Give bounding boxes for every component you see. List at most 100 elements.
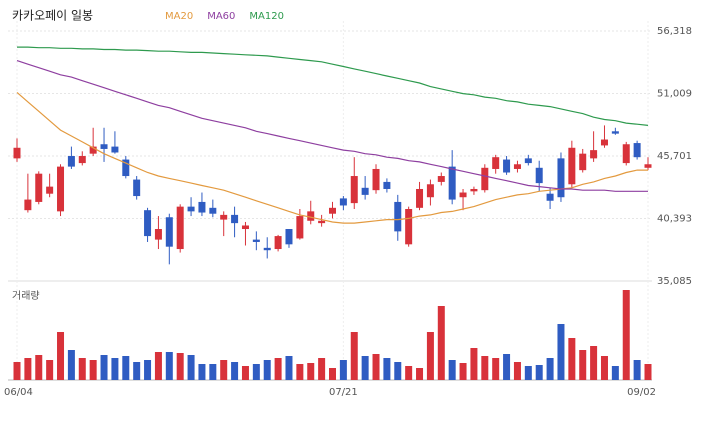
candle-body <box>67 156 75 167</box>
candle-body <box>535 167 543 184</box>
y-tick-label: 51,009 <box>657 89 692 100</box>
volume-bar <box>535 365 543 380</box>
ma-line <box>16 60 648 192</box>
candle-body <box>383 181 391 189</box>
candle-body <box>318 220 326 224</box>
volume-bar <box>459 363 467 380</box>
candle-body <box>89 146 97 154</box>
candle-body <box>307 211 315 221</box>
volume-bar <box>154 352 162 380</box>
candle-body <box>470 188 478 192</box>
candle-body <box>361 187 369 195</box>
volume-bar <box>285 356 293 380</box>
volume-bar <box>405 366 413 380</box>
candle-body <box>220 214 228 220</box>
candle-body <box>329 207 336 214</box>
candle-body <box>579 153 587 171</box>
candle-body <box>46 186 54 194</box>
candle-body <box>198 201 206 213</box>
candle-body <box>274 236 282 250</box>
candle-body <box>154 229 162 240</box>
volume-bar <box>187 355 195 380</box>
volume-bar <box>350 332 358 380</box>
volume-bar <box>590 346 598 380</box>
volume-bar <box>426 332 434 380</box>
volume-bar <box>263 360 271 380</box>
volume-bar <box>274 358 282 380</box>
legend-entry: MA60 <box>207 11 235 22</box>
x-tick-label: 07/21 <box>329 387 358 398</box>
volume-bar <box>209 364 217 380</box>
candle-body <box>252 239 260 242</box>
volume-bar <box>329 368 336 380</box>
volume-bar <box>35 355 43 380</box>
candle-body <box>633 143 641 158</box>
candle-body <box>513 164 521 169</box>
volume-bar <box>122 356 130 380</box>
candle-body <box>187 206 195 212</box>
candle-body <box>100 144 108 149</box>
candle-body <box>285 229 293 245</box>
volume-bar <box>144 360 152 380</box>
candle-body <box>241 225 249 230</box>
y-tick-label: 40,393 <box>657 214 692 225</box>
legend-entry: MA120 <box>249 11 284 22</box>
candle-body <box>296 216 304 239</box>
volume-bar <box>111 358 119 380</box>
candle-body <box>372 168 380 191</box>
volume-bar <box>481 356 489 380</box>
volume-bar <box>46 360 54 380</box>
candle-body <box>524 158 532 164</box>
candle-body <box>590 150 598 159</box>
candle-body <box>176 206 184 250</box>
volume-bar <box>557 324 565 380</box>
volume-bar <box>579 350 587 380</box>
candle-body <box>165 217 173 247</box>
volume-bar <box>394 362 402 380</box>
candle-body <box>600 139 608 146</box>
volume-bar <box>437 306 445 380</box>
candle-body <box>644 164 652 168</box>
volume-bar <box>78 358 86 380</box>
candle-body <box>350 176 358 204</box>
candle-body <box>557 158 565 198</box>
volume-bar <box>492 358 500 380</box>
candle-body <box>481 167 489 191</box>
volume-bar <box>176 353 184 380</box>
candle-body <box>122 159 130 177</box>
volume-bar <box>448 360 456 380</box>
x-tick-label: 09/02 <box>627 387 656 398</box>
volume-bar <box>611 366 619 380</box>
volume-bar <box>296 364 304 380</box>
volume-bar <box>546 358 554 380</box>
candle-body <box>57 166 65 212</box>
volume-bar <box>503 354 511 380</box>
volume-bar <box>165 352 173 380</box>
y-tick-label: 56,318 <box>657 26 692 37</box>
volume-bar <box>67 350 75 380</box>
volume-bar <box>383 358 391 380</box>
volume-bar <box>307 363 315 380</box>
volume-bar <box>241 366 249 380</box>
volume-bar <box>633 360 641 380</box>
volume-bar <box>220 360 228 380</box>
candle-body <box>437 176 445 182</box>
y-tick-label: 35,085 <box>657 276 692 287</box>
volume-bar <box>133 362 141 380</box>
volume-bar <box>524 366 532 380</box>
chart-title: 카카오페이 일봉 <box>12 9 93 23</box>
candle-body <box>35 173 43 202</box>
volume-bar <box>644 364 652 380</box>
volume-bar <box>600 356 608 380</box>
volume-bar <box>318 358 326 380</box>
candle-body <box>231 214 239 224</box>
volume-bar <box>622 290 630 380</box>
volume-bar <box>89 360 97 380</box>
volume-bar <box>13 362 21 380</box>
volume-bar <box>252 364 260 380</box>
candle-body <box>492 157 500 169</box>
volume-bar <box>198 364 206 380</box>
candle-body <box>263 247 271 251</box>
volume-bar <box>568 338 576 380</box>
candle-body <box>111 146 119 153</box>
